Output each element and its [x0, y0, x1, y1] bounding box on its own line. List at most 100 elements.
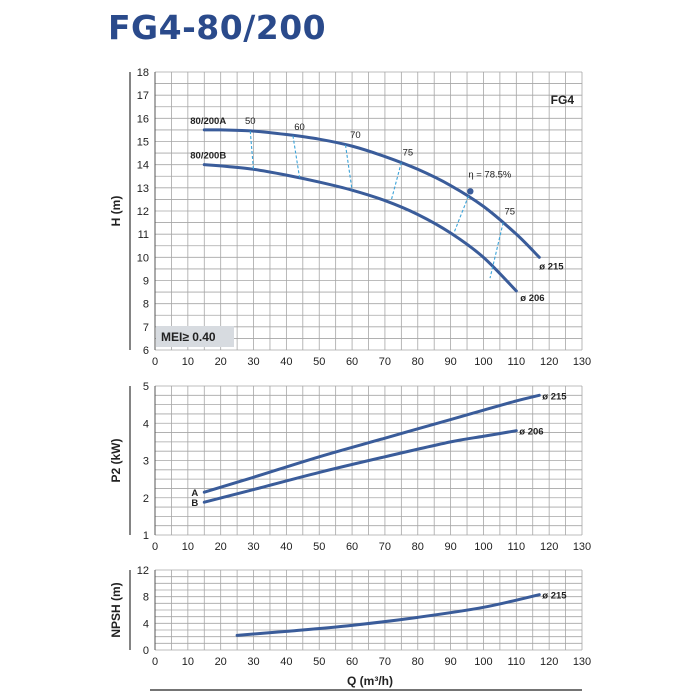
x-tick-label: 100	[474, 541, 492, 553]
y-tick-label: 1	[143, 530, 149, 542]
series-label: A	[191, 488, 198, 499]
x-tick-label: 10	[182, 356, 194, 368]
x-tick-label: 40	[280, 541, 292, 553]
y-tick-label: 16	[137, 113, 149, 125]
y-tick-label: 12	[137, 206, 149, 218]
diameter-label: ø 206	[520, 293, 544, 304]
x-tick-label: 0	[152, 541, 158, 553]
head-chart: 0 10 20 30 40 50 60 70 80 90 100 110 120 130 6 7 8 9 10 11 1…	[109, 67, 591, 368]
curve-head-1	[202, 128, 541, 259]
curve-head-2	[202, 163, 518, 293]
x-tick-label: 110	[508, 356, 526, 368]
x-tick-label: 70	[379, 656, 391, 668]
x-tick-label: 0	[152, 656, 158, 668]
y-axis-label: H (m)	[109, 196, 123, 227]
x-tick-label: 90	[444, 356, 456, 368]
x-axis-label: Q (m³/h)	[347, 674, 393, 688]
efficiency-line	[292, 135, 301, 178]
diameter-label: ø 206	[519, 427, 543, 438]
curve-power-2	[202, 429, 518, 504]
y-tick-label: 18	[137, 67, 149, 79]
efficiency-peak-line	[453, 191, 471, 234]
x-tick-label: 0	[152, 356, 158, 368]
diameter-label: ø 215	[542, 391, 567, 402]
power-chart: 0 10 20 30 40 50 60 70 80 90 100 110 120 130 1 2 3 4 5 P2 (…	[109, 381, 591, 553]
series-badge: FG4	[551, 93, 575, 107]
y-tick-label: 14	[137, 160, 149, 172]
series-label: 80/200A	[190, 116, 226, 127]
x-tick-label: 70	[379, 541, 391, 553]
x-tick-label: 130	[573, 656, 591, 668]
x-tick-label: 30	[247, 541, 259, 553]
x-tick-label: 80	[412, 356, 424, 368]
x-tick-label: 20	[215, 356, 227, 368]
x-tick-label: 70	[379, 356, 391, 368]
x-tick-label: 110	[508, 656, 526, 668]
efficiency-line	[344, 144, 353, 191]
y-tick-label: 9	[143, 276, 149, 288]
y-tick-label: 11	[138, 229, 149, 241]
series-label: 80/200B	[190, 151, 226, 162]
y-axis-label: NPSH (m)	[109, 582, 123, 637]
x-tick-label: 90	[444, 541, 456, 553]
x-tick-label: 100	[474, 656, 492, 668]
y-tick-label: 10	[137, 252, 149, 264]
y-tick-label: 6	[143, 345, 149, 357]
x-tick-label: 90	[444, 656, 456, 668]
efficiency-label: 50	[245, 116, 256, 127]
x-tick-label: 80	[412, 541, 424, 553]
efficiency-label: 75	[403, 147, 414, 158]
curve-power-1	[202, 393, 541, 494]
x-tick-label: 110	[508, 541, 526, 553]
x-tick-label: 20	[215, 656, 227, 668]
y-tick-label: 3	[143, 456, 149, 468]
x-tick-label: 60	[346, 541, 358, 553]
efficiency-peak-marker	[467, 188, 474, 195]
efficiency-peak-label: η = 78.5%	[468, 169, 512, 180]
x-tick-label: 10	[182, 541, 194, 553]
mei-label: MEI≥ 0.40	[161, 330, 216, 344]
x-tick-label: 60	[346, 656, 358, 668]
npsh-chart: 0 10 20 30 40 50 60 70 80 90 100 110 120 130 0 4 8 12 NPSH…	[109, 565, 591, 688]
efficiency-label: 75	[504, 206, 515, 217]
efficiency-line	[390, 162, 402, 200]
y-tick-label: 5	[143, 381, 149, 393]
x-tick-label: 50	[313, 541, 325, 553]
efficiency-label: 60	[294, 122, 305, 133]
y-axis-label: P2 (kW)	[109, 438, 123, 482]
y-tick-label: 15	[137, 137, 149, 149]
x-tick-label: 30	[247, 356, 259, 368]
x-tick-label: 20	[215, 541, 227, 553]
y-tick-label: 8	[143, 592, 149, 604]
x-tick-label: 40	[280, 656, 292, 668]
y-tick-label: 0	[143, 645, 149, 657]
y-tick-label: 4	[143, 618, 149, 630]
y-tick-label: 2	[143, 493, 149, 505]
efficiency-line	[249, 131, 255, 171]
y-tick-label: 7	[143, 322, 149, 334]
diameter-label: ø 215	[539, 261, 564, 272]
x-tick-label: 80	[412, 656, 424, 668]
x-tick-label: 120	[540, 656, 558, 668]
x-tick-label: 30	[247, 656, 259, 668]
x-tick-label: 120	[540, 356, 558, 368]
x-tick-label: 100	[474, 356, 492, 368]
y-tick-label: 13	[137, 183, 149, 195]
y-tick-label: 17	[137, 90, 149, 102]
x-tick-label: 50	[313, 356, 325, 368]
x-tick-label: 10	[182, 656, 194, 668]
diameter-label: ø 215	[542, 591, 567, 602]
x-tick-label: 60	[346, 356, 358, 368]
x-tick-label: 50	[313, 656, 325, 668]
x-tick-label: 120	[540, 541, 558, 553]
y-tick-label: 8	[143, 299, 149, 311]
x-tick-label: 130	[573, 356, 591, 368]
series-label: B	[191, 498, 198, 509]
page-title: FG4-80/200	[108, 8, 327, 47]
efficiency-label: 70	[350, 130, 361, 141]
efficiency-line	[489, 222, 504, 279]
x-tick-label: 130	[573, 541, 591, 553]
y-tick-label: 12	[137, 565, 149, 577]
curve-npsh-1	[235, 593, 541, 637]
